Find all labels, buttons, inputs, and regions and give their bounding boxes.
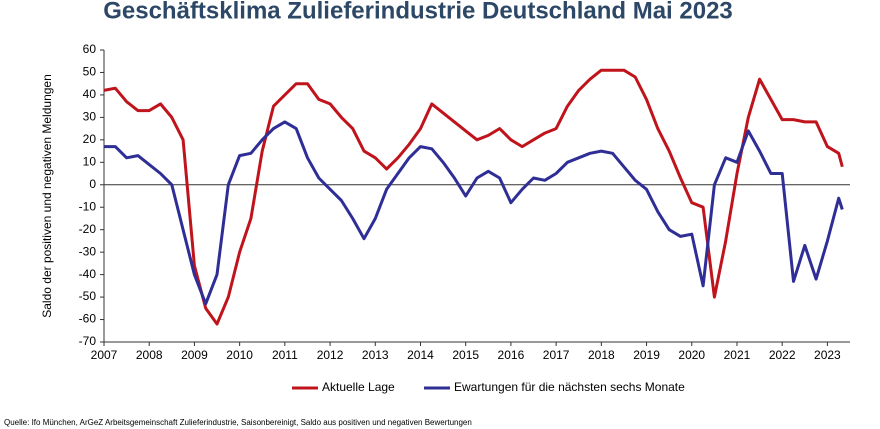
y-tick-label: 60 <box>83 42 97 56</box>
x-tick-label: 2013 <box>362 348 389 362</box>
y-tick-label: -60 <box>79 312 97 326</box>
y-tick-label: -30 <box>79 244 97 258</box>
x-tick-label: 2021 <box>724 348 751 362</box>
x-tick-label: 2018 <box>588 348 615 362</box>
x-tick-label: 2014 <box>407 348 434 362</box>
x-tick-label: 2008 <box>136 348 163 362</box>
y-tick-label: -20 <box>79 222 97 236</box>
y-tick-label: 50 <box>83 65 97 79</box>
x-tick-label: 2009 <box>181 348 208 362</box>
y-tick-label: 20 <box>83 132 97 146</box>
data-line <box>103 68 844 326</box>
x-tick-label: 2020 <box>678 348 705 362</box>
x-tick-label: 2007 <box>91 348 118 362</box>
y-tick-label: -40 <box>79 267 97 281</box>
data-line <box>104 120 844 306</box>
source-note: Quelle: Ifo München, ArGeZ Arbeitsgemein… <box>4 418 472 427</box>
x-tick-label: 2017 <box>543 348 570 362</box>
chart-title: Geschäftsklima Zulieferindustrie Deutsch… <box>103 0 733 24</box>
x-tick-label: 2022 <box>769 348 796 362</box>
x-tick-label: 2011 <box>272 348 298 362</box>
y-tick-label: -50 <box>79 289 97 303</box>
legend-label: Ewartungen für die nächsten sechs Monate <box>454 380 685 394</box>
y-tick-label: -70 <box>79 334 97 348</box>
x-tick-label: 2023 <box>814 348 841 362</box>
x-tick-label: 2010 <box>226 348 253 362</box>
x-tick-label: 2019 <box>633 348 660 362</box>
y-tick-label: 10 <box>83 154 97 168</box>
y-tick-label: -10 <box>79 199 97 213</box>
x-tick-label: 2015 <box>452 348 479 362</box>
y-tick-label: 0 <box>89 177 96 191</box>
x-tick-label: 2016 <box>498 348 525 362</box>
y-axis-label: Saldo der positiven und negativen Meldun… <box>40 74 54 318</box>
y-tick-label: 30 <box>83 110 97 124</box>
x-tick-label: 2012 <box>317 348 344 362</box>
legend-label: Aktuelle Lage <box>322 380 395 394</box>
y-tick-label: 40 <box>83 87 97 101</box>
